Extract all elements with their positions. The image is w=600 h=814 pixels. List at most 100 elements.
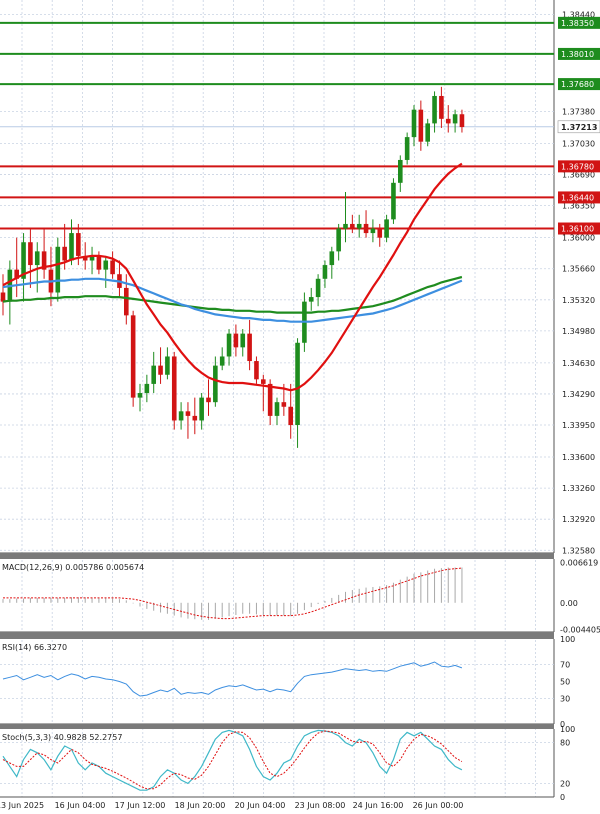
candle — [377, 223, 383, 247]
candle-body — [445, 118, 451, 124]
stoch-tick-label: 0 — [560, 793, 565, 802]
candle — [158, 347, 163, 384]
stoch-tick-label: 80 — [560, 739, 570, 748]
candle — [308, 287, 314, 311]
candle — [411, 105, 417, 147]
candle-body — [288, 406, 293, 426]
candle-body — [219, 356, 225, 366]
candle-body — [199, 397, 204, 421]
price-tick-label: 1.33600 — [562, 453, 595, 462]
level-label-box — [558, 222, 600, 235]
candle — [356, 214, 362, 238]
candle — [322, 260, 328, 288]
candle-body — [151, 365, 156, 384]
macd-tick-label: -0.004405 — [560, 626, 600, 635]
candle-body — [89, 255, 95, 261]
candle — [432, 91, 437, 133]
panel-separator — [0, 724, 554, 729]
candle — [226, 329, 232, 366]
candle-body — [69, 233, 74, 261]
candle — [247, 319, 252, 371]
candle — [233, 324, 239, 357]
price-tick-label: 1.34630 — [562, 359, 595, 368]
candle-body — [315, 278, 321, 298]
candle-body — [281, 402, 287, 407]
candle-body — [206, 397, 211, 403]
candle-body — [363, 223, 369, 234]
candle-body — [336, 228, 341, 252]
candle-body — [274, 402, 280, 416]
ma-fast-line — [2, 162, 463, 392]
candle-body — [254, 361, 259, 380]
level-label-box — [558, 78, 600, 91]
price-tick-label: 1.33260 — [562, 484, 595, 493]
level-label-box — [558, 191, 600, 204]
candle — [151, 351, 156, 394]
rsi-line — [2, 661, 463, 697]
candle-body — [295, 342, 300, 426]
candle-body — [329, 251, 335, 266]
candle-body — [439, 95, 444, 119]
candle — [254, 356, 259, 384]
stoch-panel — [0, 729, 554, 791]
candle — [192, 397, 198, 435]
candle-body — [418, 109, 424, 142]
candle-body — [384, 219, 389, 238]
time-tick-label: 18 Jun 20:00 — [175, 801, 226, 810]
current-price-label: 1.37213 — [561, 123, 597, 132]
candle — [445, 105, 451, 133]
time-tick-label: 16 Jun 04:00 — [55, 801, 106, 810]
level-label: 1.36100 — [561, 225, 594, 234]
price-tick-label: 1.34980 — [562, 327, 595, 336]
macd-tick-label: 0.006619 — [560, 559, 598, 568]
price-tick-label: 1.37030 — [562, 140, 595, 149]
candle-body — [34, 251, 40, 266]
candle — [459, 109, 465, 133]
candle — [404, 132, 410, 165]
candle — [315, 274, 321, 307]
candle-body — [144, 383, 150, 394]
candle — [213, 356, 218, 407]
macd-panel — [2, 567, 463, 620]
price-tick-label: 1.34290 — [562, 390, 595, 399]
candle — [343, 191, 348, 243]
candle-body — [404, 137, 410, 160]
rsi-tick-label: 70 — [560, 661, 570, 670]
candle — [439, 86, 444, 128]
rsi-tick-label: 0 — [560, 720, 565, 729]
rsi-panel — [0, 661, 554, 699]
time-tick-label: 23 Jun 08:00 — [295, 801, 346, 810]
ma-slow-line — [2, 275, 463, 314]
current-price-marker — [557, 120, 600, 134]
level-label-box — [558, 16, 600, 29]
price-panel — [0, 21, 554, 448]
candle — [206, 379, 211, 416]
candle — [34, 242, 40, 293]
level-label-box — [558, 47, 600, 60]
candle — [398, 155, 403, 192]
candle-body — [425, 123, 430, 142]
candle-body — [158, 365, 163, 375]
candle-body — [62, 246, 67, 261]
candle-body — [82, 255, 88, 261]
candle — [55, 237, 61, 302]
candle-body — [213, 365, 218, 403]
level-label: 1.38350 — [561, 19, 594, 28]
time-tick-label: 17 Jun 12:00 — [115, 801, 166, 810]
candle — [240, 329, 246, 357]
time-tick-label: 13 Jun 2025 — [0, 801, 44, 810]
candle — [391, 178, 396, 224]
price-tick-label: 1.37380 — [562, 108, 595, 117]
candle-body — [41, 251, 47, 270]
candle — [384, 214, 389, 243]
panel-separator — [0, 553, 554, 559]
price-tick-label: 1.35320 — [562, 296, 595, 305]
candle-body — [0, 292, 6, 302]
candle-body — [171, 356, 177, 421]
candle-body — [240, 333, 246, 348]
candle-body — [76, 233, 81, 256]
candle — [350, 214, 355, 234]
candle — [165, 347, 170, 380]
